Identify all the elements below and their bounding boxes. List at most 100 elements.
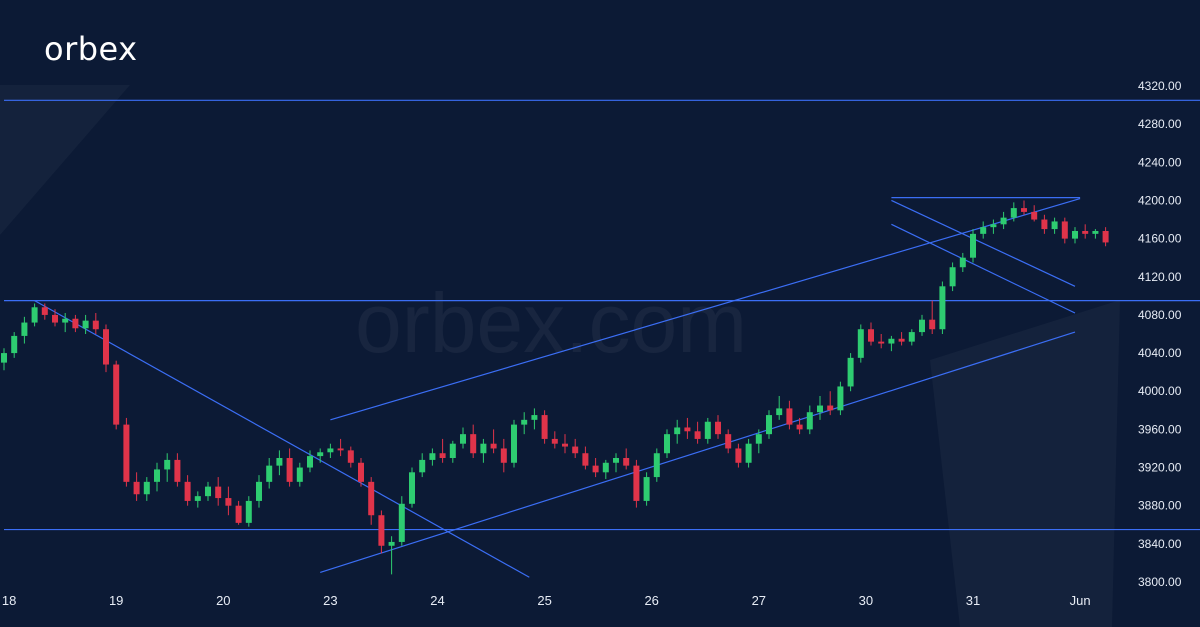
- candle: [398, 496, 405, 546]
- candle-body: [245, 500, 252, 523]
- candle-body: [980, 227, 987, 234]
- candle-body: [806, 412, 813, 430]
- y-tick-label: 3880.00: [1138, 499, 1182, 513]
- y-tick-label: 4240.00: [1138, 155, 1182, 169]
- y-tick-label: 3960.00: [1138, 422, 1182, 436]
- candle: [908, 329, 915, 346]
- candle: [21, 316, 28, 344]
- candle-body: [511, 424, 517, 463]
- candle-body: [939, 286, 946, 330]
- candle: [215, 477, 222, 506]
- candle: [123, 417, 130, 487]
- candle-body: [725, 434, 732, 449]
- candle-body: [164, 459, 171, 470]
- candle: [154, 462, 160, 492]
- candle-body: [1000, 217, 1007, 225]
- y-tick-label: 3920.00: [1138, 461, 1182, 475]
- candle: [511, 419, 517, 468]
- candle: [184, 475, 191, 506]
- candle-body: [21, 322, 28, 336]
- candle-body: [653, 453, 660, 478]
- candle-body: [347, 450, 354, 463]
- candle: [786, 400, 793, 430]
- y-tick-label: 4040.00: [1138, 346, 1182, 360]
- candle: [276, 450, 283, 476]
- candle-body: [235, 505, 242, 523]
- candle: [307, 450, 313, 473]
- candle: [286, 448, 293, 487]
- candle-body: [572, 446, 579, 454]
- candle: [1072, 227, 1078, 244]
- flag-lower-line: [891, 223, 1076, 314]
- candle-body: [796, 424, 803, 430]
- x-tick-label: 20: [216, 593, 230, 608]
- candle-body: [286, 458, 293, 482]
- x-axis: 18 19 20 23 24 25 26 27 30 31 Jun: [2, 593, 1091, 608]
- candle-body: [256, 481, 262, 501]
- candle-body: [949, 267, 956, 287]
- candle: [898, 332, 905, 346]
- candle: [531, 408, 538, 430]
- y-tick-label: 4160.00: [1138, 232, 1182, 246]
- candle: [643, 472, 650, 506]
- candle: [368, 477, 375, 525]
- candle-body: [766, 415, 772, 435]
- candle: [92, 313, 99, 334]
- candle: [990, 219, 997, 234]
- candle: [419, 453, 426, 478]
- candle: [715, 415, 721, 439]
- candle: [225, 486, 232, 516]
- candle-body: [919, 319, 925, 333]
- x-tick-label: Jun: [1070, 593, 1091, 608]
- candle: [439, 438, 446, 463]
- candle: [327, 443, 334, 458]
- candle-body: [62, 318, 69, 323]
- candle: [653, 448, 660, 482]
- candle: [694, 421, 701, 444]
- candle-body: [776, 408, 783, 416]
- candle: [31, 303, 38, 327]
- candle: [613, 453, 619, 473]
- y-tick-label: 3840.00: [1138, 537, 1182, 551]
- downtrend-line-line: [34, 300, 530, 578]
- candle-body: [735, 448, 742, 463]
- candle: [358, 458, 364, 487]
- candle-body: [1, 353, 7, 363]
- candle-body: [715, 421, 721, 435]
- candle-body: [1010, 208, 1017, 218]
- candle-body: [72, 318, 79, 329]
- x-tick-label: 25: [537, 593, 551, 608]
- candle-body: [1072, 230, 1078, 239]
- candle: [551, 431, 558, 449]
- candle-body: [368, 481, 375, 516]
- x-tick-label: 30: [859, 593, 873, 608]
- candle: [949, 262, 956, 292]
- candle-body: [409, 472, 415, 504]
- candle: [378, 510, 385, 554]
- candle: [490, 429, 497, 454]
- candle: [143, 477, 150, 501]
- candle: [980, 221, 987, 239]
- candle: [735, 443, 742, 468]
- candle-body: [684, 427, 691, 432]
- candle-body: [541, 415, 548, 439]
- candle: [592, 458, 599, 478]
- candle: [827, 391, 834, 416]
- candle: [1031, 205, 1038, 222]
- candle: [1092, 229, 1099, 239]
- candle-body: [745, 443, 752, 463]
- candle-body: [184, 481, 191, 501]
- x-tick-label: 24: [430, 593, 444, 608]
- candle-body: [817, 405, 823, 413]
- candle: [970, 229, 976, 263]
- y-tick-label: 4000.00: [1138, 384, 1182, 398]
- candle: [296, 462, 303, 487]
- candle: [205, 481, 211, 501]
- candle: [82, 314, 89, 334]
- candle-body: [551, 438, 558, 444]
- candle: [266, 458, 273, 489]
- candle: [11, 332, 18, 358]
- candle: [939, 281, 946, 334]
- y-tick-label: 4200.00: [1138, 193, 1182, 207]
